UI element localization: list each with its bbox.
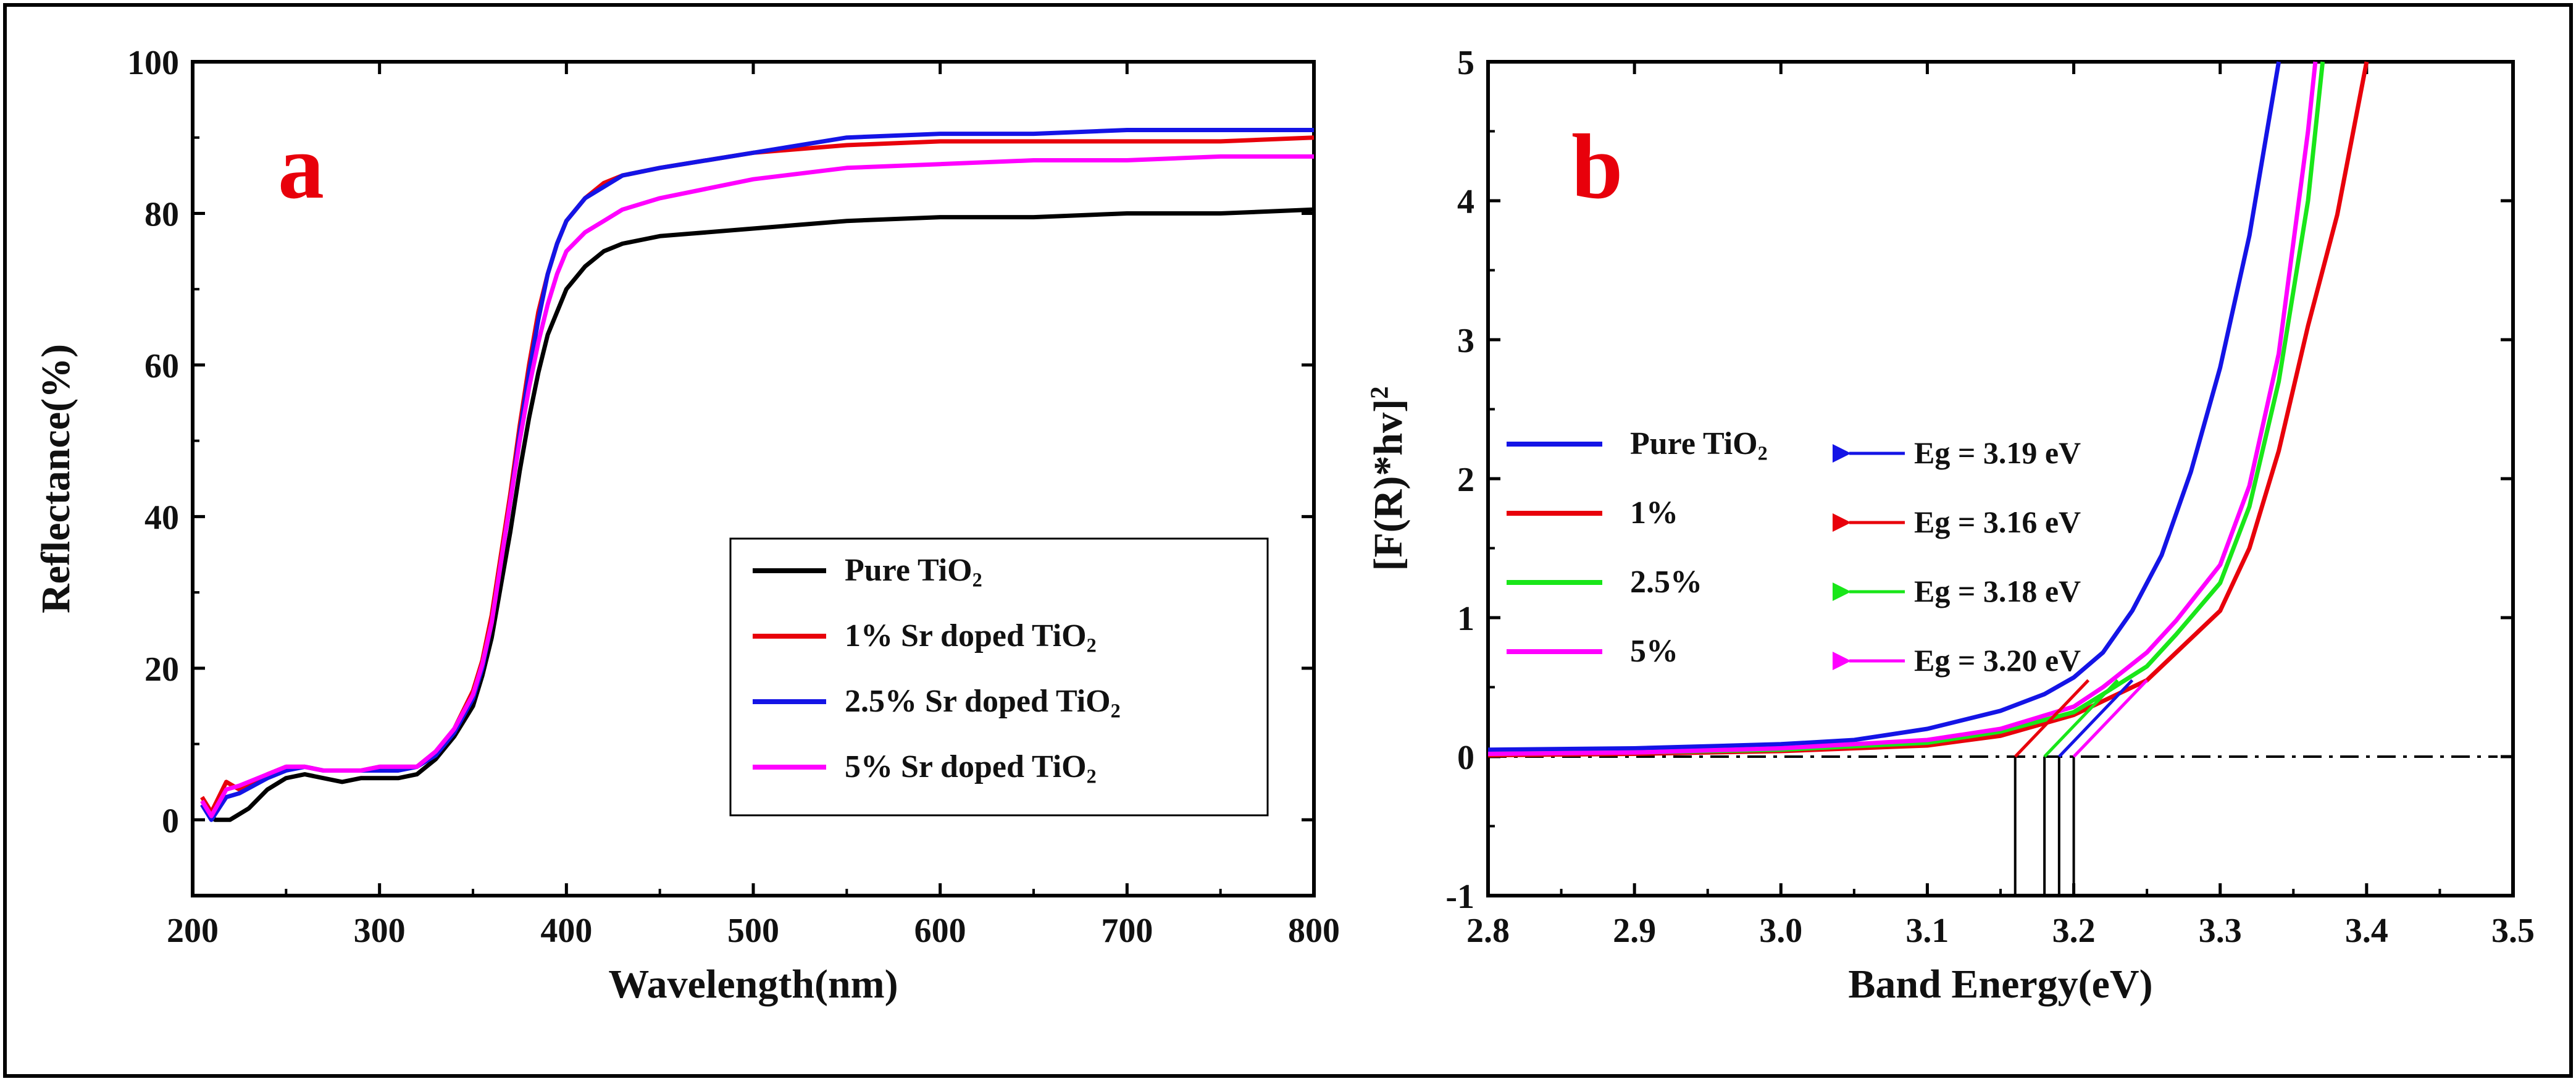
eg-annotation: Eg = 3.16 eV [1914,505,2081,539]
x-tick-label: 3.0 [1759,912,1802,950]
y-tick-label: 0 [1457,739,1474,777]
series-line-3 [1487,61,2318,756]
y-axis-title-group: Reflectance(%) [33,344,78,613]
x-tick-label: 2.8 [1466,912,1510,950]
legend-label: 1% [1630,495,1678,531]
legend-label: Pure TiO2 [1630,426,1768,464]
panel-label: b [1571,116,1623,218]
eg-tangent-line [2072,679,2148,758]
legend-label: 2.5% Sr doped TiO2 [845,684,1121,722]
y-tick-label: 100 [127,44,179,82]
x-axis-title: Wavelength(nm) [608,962,898,1007]
panel-label: a [278,116,324,218]
legend-label: 5% [1630,634,1678,669]
eg-tangent-line [2058,679,2134,758]
y-axis-title: Reflectance(%) [33,344,78,613]
eg-annotation: Eg = 3.20 eV [1914,643,2081,678]
series-line-0 [1487,61,2281,752]
y-tick-label: 80 [144,195,179,233]
x-tick-label: 700 [1101,912,1153,950]
eg-tangent-line [2014,679,2090,758]
x-tick-label: 3.1 [1905,912,1949,950]
y-tick-label: -1 [1445,878,1474,916]
eg-annotation: Eg = 3.18 eV [1914,574,2081,608]
x-tick-label: 500 [727,912,779,950]
y-tick-label: 0 [162,802,179,840]
series-line-0 [200,207,1315,822]
x-tick-label: 200 [167,912,219,950]
x-tick-label: 800 [1288,912,1340,950]
panel-b: 2.8 2.9 3.0 3.1 3.2 3.3 3.4 3.5 -1 0 1 2 3 4 5 Band Ene… [1365,44,2535,1007]
x-tick-label: 600 [914,912,966,950]
panel-a: 200 300 400 500 600 700 800 0 20 40 60 80 100 Wavelen… [33,44,1340,1007]
x-tick-label: 400 [540,912,592,950]
eg-annotation: Eg = 3.19 eV [1914,435,2081,470]
y-tick-label: 2 [1457,461,1474,499]
x-tick-label: 300 [354,912,406,950]
legend-label: 5% Sr doped TiO2 [845,749,1097,788]
x-tick-label: 2.9 [1613,912,1656,950]
x-tick-label: 3.4 [2345,912,2388,950]
x-tick-label: 3.2 [2052,912,2096,950]
y-axis-title: [F(R)*hv]2 [1365,386,1411,571]
y-tick-label: 3 [1457,322,1474,360]
series-line-3 [200,154,1314,818]
x-tick-label: 3.5 [2491,912,2535,950]
y-axis-title-group: [F(R)*hv]2 [1365,386,1411,571]
y-tick-label: 20 [144,650,179,689]
legend-label: 2.5% [1630,565,1702,600]
legend-label: Pure TiO2 [845,553,982,591]
eg-tangent-line [2043,679,2119,758]
legend-label: 1% Sr doped TiO2 [845,618,1097,657]
y-tick-label: 60 [144,347,179,385]
y-tick-label: 40 [144,498,179,537]
y-tick-label: 5 [1457,44,1474,82]
y-tick-label: 1 [1457,600,1474,638]
x-tick-label: 3.3 [2199,912,2242,950]
y-tick-label: 4 [1457,183,1474,221]
x-axis-title: Band Energy(eV) [1848,962,2152,1007]
